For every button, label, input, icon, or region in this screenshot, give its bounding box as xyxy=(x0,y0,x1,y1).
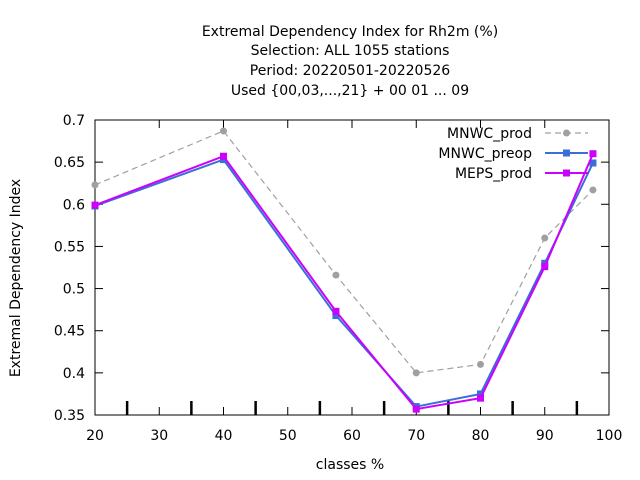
data-point xyxy=(477,390,484,398)
series-mnwc-preop xyxy=(91,156,597,411)
data-point xyxy=(589,159,597,167)
x-tick-label: 100 xyxy=(596,428,623,444)
data-point xyxy=(477,360,484,368)
x-tick-label: 70 xyxy=(407,428,425,444)
legend-label: MEPS_prod xyxy=(455,166,532,182)
x-tick-label: 40 xyxy=(215,428,233,444)
x-axis: 20 30 40 50 60 70 80 90 100 xyxy=(86,120,622,444)
y-tick-label: 0.65 xyxy=(54,155,85,171)
x-tick-label: 80 xyxy=(472,428,490,444)
legend: MNWC_prod MNWC_preop MEPS_prod xyxy=(438,126,588,182)
plot-frame xyxy=(94,119,610,416)
data-point xyxy=(477,394,484,402)
data-point xyxy=(220,152,227,160)
x-tick-label: 90 xyxy=(536,428,554,444)
data-point xyxy=(91,181,99,189)
y-tick-label: 0.4 xyxy=(63,366,85,382)
y-tick-label: 0.6 xyxy=(63,197,85,213)
data-point xyxy=(332,307,340,315)
y-tick-label: 0.35 xyxy=(54,408,85,424)
data-point xyxy=(91,201,99,209)
legend-marker xyxy=(563,149,570,157)
x-tick-label: 30 xyxy=(150,428,168,444)
legend-label: MNWC_preop xyxy=(438,146,532,162)
legend-marker xyxy=(563,169,570,177)
title-line-1: Extremal Dependency Index for Rh2m (%) xyxy=(202,24,498,40)
series-mnwc-prod xyxy=(91,127,597,377)
series-line xyxy=(94,153,594,411)
y-axis-label: Extremal Dependency Index xyxy=(8,179,24,377)
x-tick-label: 20 xyxy=(86,428,104,444)
x-tick-label: 60 xyxy=(343,428,361,444)
y-tick-label: 0.55 xyxy=(54,239,85,255)
data-point xyxy=(332,312,340,320)
title-line-3: Period: 20220501-20220526 xyxy=(250,63,450,79)
y-tick-label: 0.5 xyxy=(63,282,85,298)
data-point xyxy=(541,234,549,242)
legend-label: MNWC_prod xyxy=(447,126,532,142)
series-line xyxy=(94,158,594,408)
data-point xyxy=(589,186,597,194)
x-axis-label: classes % xyxy=(316,457,384,473)
data-point xyxy=(332,271,340,279)
y-tick-label: 0.45 xyxy=(54,324,85,340)
x-tick-label: 50 xyxy=(279,428,297,444)
legend-marker xyxy=(563,129,570,137)
y-tick-label: 0.7 xyxy=(63,113,85,129)
series-layer xyxy=(91,127,597,413)
data-point xyxy=(412,369,420,377)
data-point xyxy=(412,405,420,413)
chart-title: Extremal Dependency Index for Rh2m (%) S… xyxy=(202,24,498,99)
title-line-4: Used {00,03,...,21} + 00 01 ... 09 xyxy=(231,83,469,99)
data-point xyxy=(541,263,549,271)
series-meps-prod xyxy=(91,150,597,413)
y-axis: 0.35 0.4 0.45 0.5 0.55 0.6 0.65 0.7 xyxy=(54,113,609,424)
data-point xyxy=(220,127,227,135)
data-point xyxy=(589,150,597,158)
title-line-2: Selection: ALL 1055 stations xyxy=(251,43,450,59)
